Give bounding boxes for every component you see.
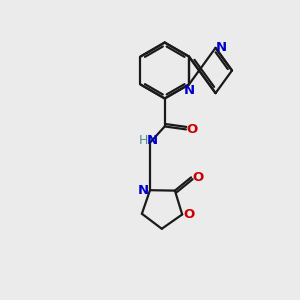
Text: O: O [183,208,194,221]
Text: N: N [183,84,194,97]
Text: N: N [147,134,158,147]
Text: O: O [192,171,203,184]
Text: N: N [216,41,227,54]
Text: H: H [139,134,148,147]
Text: O: O [187,123,198,136]
Text: N: N [138,184,149,197]
